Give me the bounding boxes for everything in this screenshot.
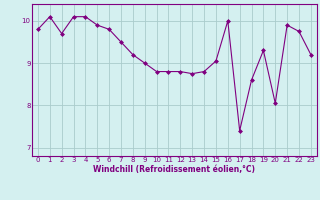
X-axis label: Windchill (Refroidissement éolien,°C): Windchill (Refroidissement éolien,°C) <box>93 165 255 174</box>
